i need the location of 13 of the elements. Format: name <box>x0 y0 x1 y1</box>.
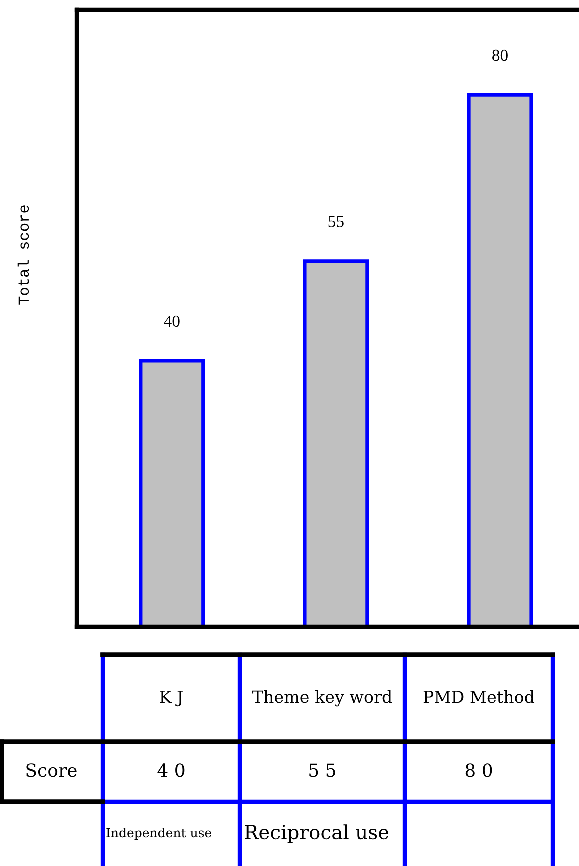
x-tick-label: PMD Method <box>424 690 535 704</box>
data-label: 8 0 <box>466 764 492 778</box>
x-tick-label: K J <box>160 690 183 707</box>
text: Reciprocal use <box>245 824 389 844</box>
data-label: 4 0 <box>158 764 185 778</box>
text: Independent use <box>106 828 212 840</box>
data-label: 5 5 <box>310 764 336 778</box>
annotation: 40 <box>164 316 180 328</box>
x-tick-label: Theme key word <box>252 690 392 707</box>
text: Score <box>26 764 77 778</box>
text: 80 <box>492 50 508 62</box>
y-axis-title: Total score <box>18 206 30 305</box>
annotation: 55 <box>328 216 344 228</box>
